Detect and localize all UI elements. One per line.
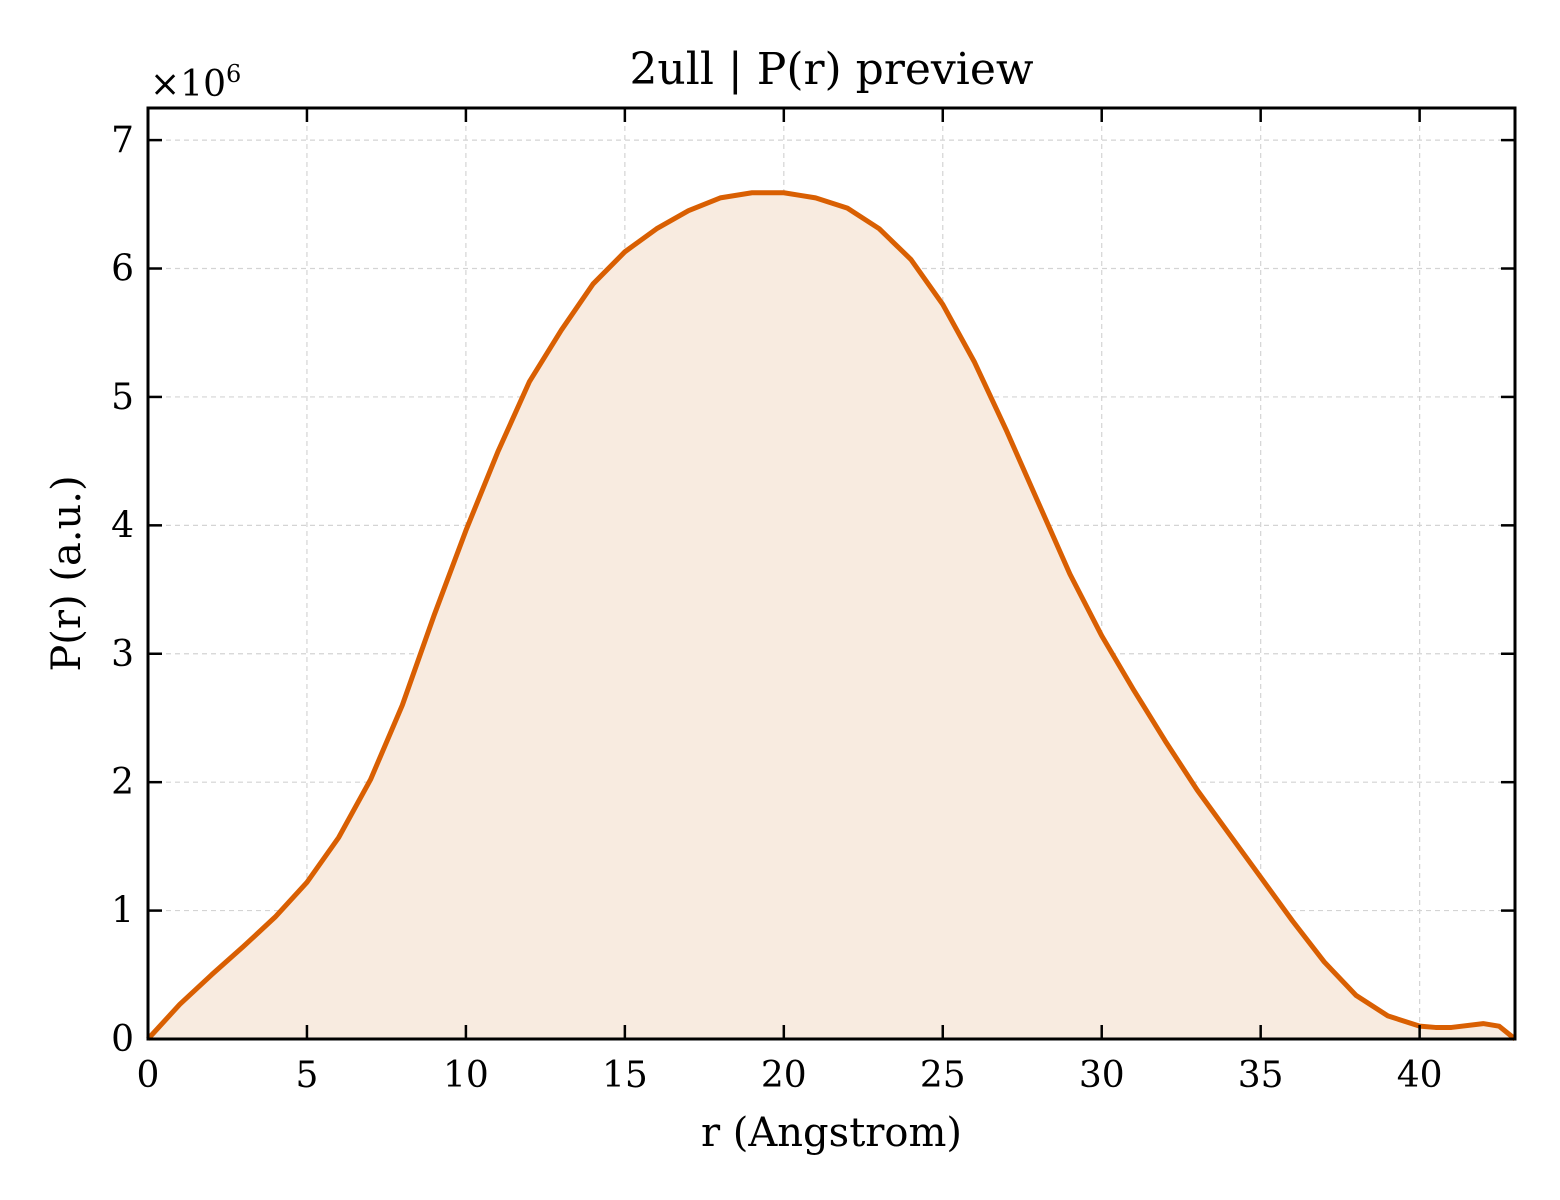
x-tick-label-5: 25	[920, 1055, 966, 1096]
tick-marks	[146, 108, 1515, 1041]
area-fill	[148, 192, 1515, 1039]
x-tick-label-4: 20	[761, 1055, 807, 1096]
x-tick-label-2: 10	[443, 1055, 489, 1096]
x-tick-label-3: 15	[602, 1055, 648, 1096]
x-tick-label-0: 0	[137, 1055, 160, 1096]
y-tick-label-1: 1	[111, 891, 134, 932]
series-line	[146, 190, 1517, 1041]
chart-title: 2ull | P(r) preview	[629, 44, 1033, 95]
y-tick-labels: 0 1 2 3 4 5 6 7	[111, 120, 134, 1060]
x-tick-label-1: 5	[296, 1055, 319, 1096]
y-offset-multiplier: ×106	[150, 60, 241, 105]
y-tick-label-0: 0	[111, 1019, 134, 1060]
x-tick-labels: 0 5 10 15 20 25 30 35 40	[137, 1055, 1443, 1096]
y-tick-label-3: 3	[111, 634, 134, 675]
y-tick-label-4: 4	[111, 505, 134, 546]
plot-frame	[146, 106, 1517, 1041]
x-tick-label-7: 35	[1238, 1055, 1284, 1096]
y-offset-base: ×10	[150, 64, 226, 105]
y-tick-label-2: 2	[111, 762, 134, 803]
y-axis-label: P(r) (a.u.)	[44, 475, 90, 671]
x-axis-label: r (Angstrom)	[701, 1110, 962, 1156]
y-tick-label-5: 5	[111, 377, 134, 418]
y-tick-label-7: 7	[111, 120, 134, 161]
x-tick-label-8: 40	[1397, 1055, 1443, 1096]
y-tick-label-6: 6	[111, 249, 134, 290]
x-tick-label-6: 30	[1079, 1055, 1125, 1096]
y-offset-exponent: 6	[226, 60, 241, 88]
